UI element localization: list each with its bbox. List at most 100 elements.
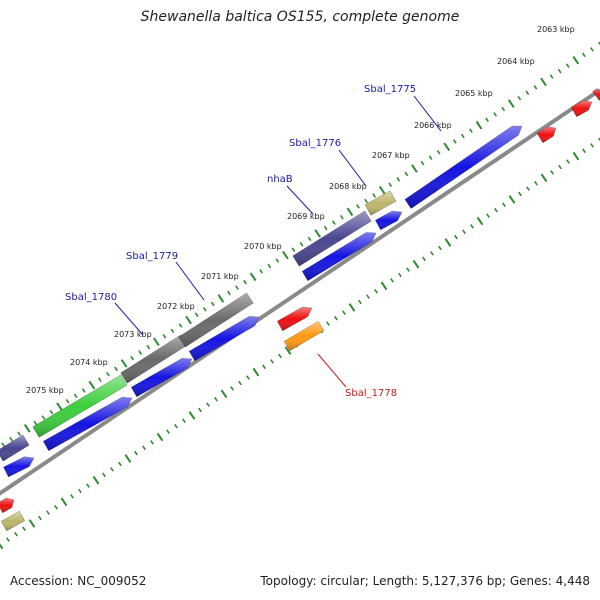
inner-track-tick: [374, 288, 378, 294]
inner-track-tick: [0, 543, 4, 550]
inner-track-tick: [398, 272, 402, 278]
outer-track-tick: [420, 160, 425, 166]
gene-label-layer: Sbal_1775 Sbal_1776 nhaB Sbal_1779 Sbal_1780…: [65, 84, 442, 399]
inner-track-tick: [502, 202, 506, 208]
inner-track-tick: [70, 494, 74, 499]
outer-track-tick: [259, 269, 264, 274]
outer-track-tick: [41, 415, 46, 420]
inner-track-tick: [486, 213, 490, 218]
outer-track-tick: [404, 171, 409, 177]
outer-track-tick: [549, 74, 554, 79]
cds-feature-shade: [189, 316, 259, 361]
inner-track-tick: [60, 497, 68, 507]
inner-track-tick: [252, 367, 260, 377]
pseudo-feature-shade: [120, 334, 188, 384]
outer-track-tick: [9, 436, 14, 442]
outer-track-tick: [485, 117, 489, 123]
cds-feature-shade: [404, 126, 522, 209]
inner-track-tick: [230, 386, 234, 391]
outer-track-tick: [152, 337, 160, 347]
outer-track-tick: [428, 155, 433, 160]
gene-label-leader: [338, 149, 367, 187]
outer-track-tick: [146, 344, 151, 350]
inner-track-tick: [526, 186, 530, 191]
outer-track-tick: [533, 85, 538, 90]
outer-track-tick: [469, 128, 473, 133]
scale-tick-label: 2074 kbp: [70, 358, 108, 367]
inner-track-tick: [92, 475, 100, 485]
outer-track-tick: [299, 242, 304, 247]
feature-layer: [0, 88, 600, 532]
inner-track-tick: [430, 251, 434, 256]
inner-track-tick: [540, 173, 548, 183]
reverse-other-feature-shade: [284, 321, 324, 351]
outer-track-tick: [411, 164, 418, 173]
inner-track-tick: [22, 526, 26, 532]
outer-track-tick: [598, 41, 600, 46]
outer-track-tick: [56, 402, 63, 411]
inner-track-tick: [86, 483, 90, 488]
outer-track-tick: [364, 198, 368, 204]
inner-track-tick: [494, 207, 498, 213]
outer-track-tick: [339, 214, 344, 220]
outer-track-tick: [178, 323, 183, 328]
inner-track-tick: [46, 510, 50, 515]
inner-track-tick: [182, 418, 186, 424]
outer-track-tick: [23, 424, 31, 433]
outer-track-tick: [436, 149, 441, 155]
other-feature-shade: [0, 434, 30, 462]
scale-tick-label: 2071 kbp: [201, 272, 239, 281]
gene-label: Sbal_1775: [364, 84, 416, 95]
outer-track-tick: [443, 142, 451, 152]
outer-track-tick: [73, 393, 78, 399]
gene-label: Sbal_1780: [65, 292, 117, 303]
outer-track-tick: [170, 328, 175, 334]
reverse-cds-feature-shade: [0, 498, 14, 513]
inner-track-tick: [508, 195, 516, 204]
inner-track-tick: [220, 389, 228, 399]
inner-track-tick: [462, 229, 466, 235]
inner-track-tick: [518, 191, 522, 197]
inner-track-tick: [582, 148, 586, 154]
inner-track-tick: [6, 537, 10, 542]
inner-track-tick: [358, 299, 362, 305]
inner-track-tick: [598, 137, 600, 142]
inner-track-tick: [206, 402, 210, 407]
outer-track-tick: [378, 185, 386, 195]
misc-feature-shade: [1, 511, 25, 531]
outer-track-tick: [291, 247, 296, 252]
outer-track-tick: [572, 55, 580, 65]
gene-label: Sbal_1779: [126, 251, 178, 262]
outer-track-tick: [49, 409, 54, 415]
outer-track-tick: [475, 120, 483, 130]
outer-track-tick: [540, 77, 547, 87]
outer-track-tick: [346, 207, 354, 217]
outer-track-tick: [217, 294, 225, 303]
outer-track-tick: [323, 225, 328, 231]
inner-track-tick: [590, 143, 594, 148]
cds-feature-shade: [3, 456, 34, 477]
outer-track-tick: [210, 301, 215, 307]
outer-track-tick: [590, 47, 594, 52]
inner-track-tick: [150, 440, 154, 445]
inner-track-tick: [110, 467, 114, 472]
reverse-cds-feature-shade: [537, 126, 556, 143]
inner-track-tick: [438, 245, 442, 251]
inner-track-tick: [550, 170, 554, 175]
outer-track-tick: [65, 399, 70, 404]
inner-track-tick: [470, 224, 474, 229]
inner-track-tick: [534, 180, 538, 186]
outer-track-tick: [33, 420, 38, 426]
inner-track-tick: [334, 315, 338, 321]
outer-track-tick: [88, 380, 96, 390]
outer-track-tick: [81, 388, 86, 393]
scale-tick-label: 2065 kbp: [455, 89, 493, 98]
gene-label: nhaB: [267, 174, 293, 185]
inner-track-tick: [238, 380, 242, 386]
inner-track-tick: [38, 515, 42, 521]
inner-track-tick: [422, 256, 426, 262]
accession-text: Accession: NC_009052: [10, 574, 147, 588]
gene-label-leader: [317, 353, 347, 388]
cds-feature-shade: [375, 211, 402, 230]
scale-tick-label: 2068 kbp: [329, 182, 367, 191]
